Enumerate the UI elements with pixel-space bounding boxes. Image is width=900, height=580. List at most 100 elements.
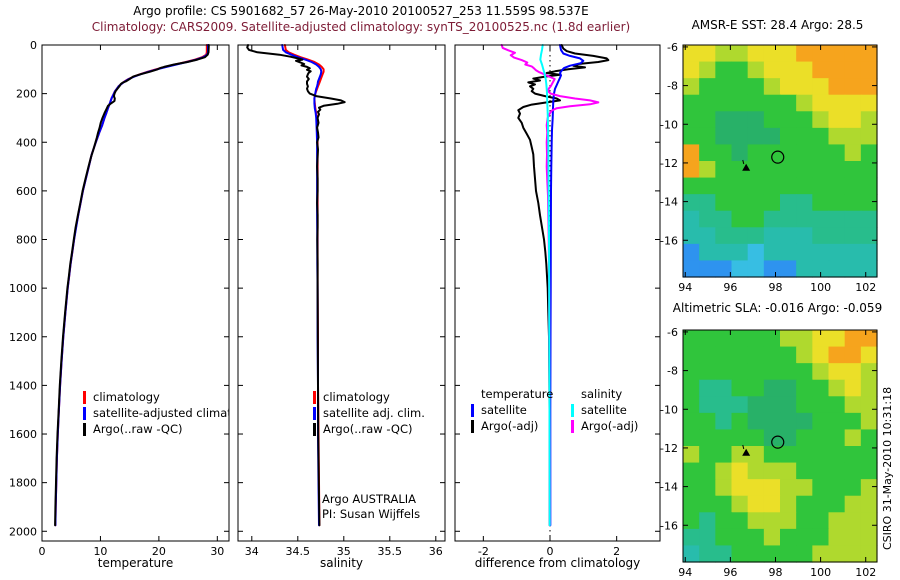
sst_map-xtick-label: 102: [855, 281, 876, 294]
sla-map-title: Altimetric SLA: -0.016 Argo: -0.059: [672, 301, 883, 315]
sla_map-xtick-label: 98: [768, 566, 782, 579]
page-title: Argo profile: CS 5901682_57 26-May-2010 …: [133, 4, 589, 18]
temperature-series-climatology: [54, 44, 208, 527]
temp-satellite-color-key: [471, 403, 474, 417]
temperature-ytick-label: 1600: [9, 428, 37, 441]
salinity-series-satellite-adj-clim: [281, 44, 323, 527]
sla_map-xtick-label: 100: [810, 566, 831, 579]
salinity-axis-label: salinity: [319, 556, 364, 570]
sal-argo-adj-color-key: [571, 419, 574, 433]
sst_map-panel: 94 96 98 100 102 -6 -8 -10 -12 -14 -16: [660, 41, 878, 294]
temperature-ytick-label: 1000: [9, 282, 37, 295]
program-annotation: Argo AUSTRALIA PI: Susan Wijffels: [322, 492, 420, 522]
legend-item-argo-raw: Argo(..raw -QC): [313, 421, 444, 437]
legend-item-satellite-adjusted: satellite-adjusted climatology: [83, 405, 229, 421]
sst_map-xtick-label: 100: [810, 281, 831, 294]
legend-label: climatology: [323, 390, 390, 404]
difference-xtick-label: -2: [478, 545, 489, 558]
sla_map-xtick-label: 102: [855, 566, 876, 579]
legend-label: satellite: [581, 403, 627, 417]
sla_map-ytick-label: -14: [660, 481, 678, 494]
sst_map-cells: [683, 45, 878, 278]
difference-series-salinity-satellite: [539, 44, 551, 527]
salinity-xtick-label: 34: [245, 545, 259, 558]
legend-item-climatology: climatology: [83, 389, 229, 405]
temperature-legend: climatology satellite-adjusted climatolo…: [83, 389, 229, 437]
sal-satellite-color-key: [571, 403, 574, 417]
trajectory-dash-marker: [742, 444, 745, 450]
satellite-adjusted-color-key: [83, 406, 86, 420]
satellite-adj-clim-color-key: [313, 406, 316, 420]
argo-raw-color-key: [313, 422, 316, 436]
legend-item-temp-satellite: satellite: [471, 402, 553, 418]
legend-label: climatology: [93, 390, 160, 404]
profile-position-circle-marker: [771, 435, 785, 449]
legend-item-argo-raw: Argo(..raw -QC): [83, 421, 229, 437]
difference-series-temperature-satellite: [549, 44, 585, 527]
sla_map-ytick-label: -8: [667, 365, 678, 378]
legend-label: satellite adj. clim.: [323, 406, 425, 420]
difference-series-temperature-argo-adj: [517, 44, 610, 527]
argo-raw-color-key: [83, 422, 86, 436]
temperature-xtick-label: 30: [210, 545, 224, 558]
sst_map-ytick-label: -12: [660, 157, 678, 170]
temperature-axis-label: temperature: [97, 556, 174, 570]
sst_map-xtick-label: 94: [678, 281, 692, 294]
temperature-xtick-label: 0: [39, 545, 46, 558]
legend-label: Argo(-adj): [481, 419, 539, 433]
sst_map-ytick-label: -6: [667, 41, 678, 54]
difference-axes-frame: [454, 44, 661, 542]
legend-header-label: temperature: [481, 387, 554, 401]
sla_map-axes-frame: [682, 329, 878, 563]
sst_map-ytick-label: -10: [660, 118, 678, 131]
difference-xtick-label: 0: [547, 545, 554, 558]
csiro-timestamp-credit: CSIRO 31-May-2010 10:31:18: [881, 386, 894, 550]
temperature-ytick-label: 600: [16, 185, 37, 198]
legend-label: satellite-adjusted climatology: [93, 406, 229, 420]
trajectory-dash-marker: [742, 159, 745, 165]
climatology-color-key: [83, 390, 86, 404]
salinity-series-argo-raw-qc: [246, 44, 346, 527]
principal-investigator: PI: Susan Wijffels: [322, 507, 421, 521]
temperature-ytick-label: 1400: [9, 379, 37, 392]
temperature-ytick-label: 0: [30, 39, 37, 52]
float-position-triangle-marker: [742, 448, 751, 456]
sla_map-ytick-label: -6: [667, 326, 678, 339]
salinity-xtick-label: 35.5: [378, 545, 403, 558]
temperature-xtick-label: 20: [152, 545, 166, 558]
temperature-ytick-label: 200: [16, 88, 37, 101]
legend-item-satellite-adj-clim: satellite adj. clim.: [313, 405, 444, 421]
program-name: Argo AUSTRALIA: [322, 492, 417, 506]
sst_map-ytick-label: -14: [660, 196, 678, 209]
salinity-xtick-label: 36: [429, 545, 443, 558]
sla_map-ytick-label: -16: [660, 519, 678, 532]
temperature-ytick-label: 800: [16, 234, 37, 247]
difference-panel: -2 0 2: [454, 44, 661, 558]
sst_map-ytick-label: -16: [660, 234, 678, 247]
legend-header-temperature: temperature: [471, 386, 553, 402]
temp-argo-adj-color-key: [471, 419, 474, 433]
legend-header-label: salinity: [581, 387, 623, 401]
temperature-ytick-label: 2000: [9, 525, 37, 538]
legend-label: Argo(..raw -QC): [93, 422, 183, 436]
legend-item-temp-argo-adj: Argo(-adj): [471, 418, 553, 434]
difference-axis-label: difference from climatology: [474, 556, 641, 570]
climatology-color-key: [313, 390, 316, 404]
float-position-triangle-marker: [742, 163, 751, 171]
sla_map-xtick-label: 96: [723, 566, 737, 579]
legend-header-salinity: salinity: [571, 386, 638, 402]
sst_map-xtick-label: 98: [768, 281, 782, 294]
temperature-axes-frame: [41, 44, 230, 542]
sst-map-title: AMSR-E SST: 28.4 Argo: 28.5: [691, 18, 864, 32]
sst_map-xtick-label: 96: [723, 281, 737, 294]
temperature-xtick-label: 10: [93, 545, 107, 558]
temperature-ytick-label: 1800: [9, 477, 37, 490]
sla_map-cells: [683, 330, 878, 563]
profile-position-circle-marker: [771, 150, 785, 164]
sst_map-ytick-label: -8: [667, 80, 678, 93]
legend-label: satellite: [481, 403, 527, 417]
salinity-xtick-label: 35: [337, 545, 351, 558]
legend-item-climatology: climatology: [313, 389, 444, 405]
